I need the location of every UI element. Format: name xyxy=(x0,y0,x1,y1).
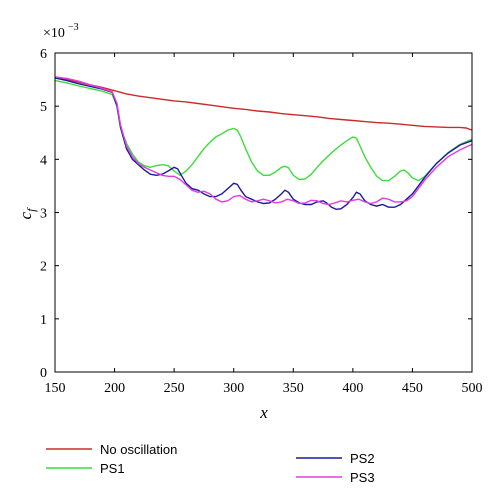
legend-label: PS3 xyxy=(350,470,375,485)
legend-label: No oscillation xyxy=(100,442,177,457)
exponent-power: −3 xyxy=(68,22,79,33)
legend-item-3: PS2 xyxy=(296,451,375,466)
x-tick-label: 450 xyxy=(402,381,423,396)
y-tick-label: 5 xyxy=(40,100,47,115)
legend-item-4: PS3 xyxy=(296,470,375,485)
y-axis-label: cf xyxy=(16,207,38,220)
series-line-2 xyxy=(54,79,473,182)
x-axis-label: x xyxy=(259,403,268,422)
legend-item-2: PS1 xyxy=(46,461,125,476)
y-tick-label: 4 xyxy=(40,153,47,168)
x-tick-label: 150 xyxy=(45,381,66,396)
x-tick-label: 350 xyxy=(283,381,304,396)
legend-label: PS2 xyxy=(350,451,375,466)
y-tick-label: 1 xyxy=(40,313,47,328)
x-tick-label: 500 xyxy=(462,381,483,396)
x-tick-label: 250 xyxy=(164,381,185,396)
y-axis-label-c: c xyxy=(16,211,35,219)
legend: No oscillation PS1 PS2 PS3 xyxy=(46,442,375,485)
y-axis-label-main: cf xyxy=(16,207,38,220)
y-tick-label: 2 xyxy=(40,260,47,275)
y-axis-label-subscript: f xyxy=(24,207,38,212)
legend-label: PS1 xyxy=(100,461,125,476)
exponent-base: ×10 xyxy=(43,26,65,41)
series-line-4 xyxy=(54,76,473,206)
ticks-layer: 150 200 250 300 350 400 450 500 0 1 2 3 4 5 6 xyxy=(40,47,483,396)
y-tick-label: 3 xyxy=(40,207,47,222)
y-tick-label: 0 xyxy=(40,366,47,381)
series-line-1 xyxy=(54,77,473,131)
plot-frame xyxy=(54,52,473,373)
legend-item-1: No oscillation xyxy=(46,442,177,457)
y-tick-label: 6 xyxy=(40,47,47,62)
x-tick-label: 400 xyxy=(342,381,363,396)
x-tick-label: 200 xyxy=(104,381,125,396)
series-layer xyxy=(54,76,473,211)
series-line-3 xyxy=(54,77,473,211)
exponent-label: ×10 −3 xyxy=(43,22,79,41)
x-tick-label: 300 xyxy=(223,381,244,396)
